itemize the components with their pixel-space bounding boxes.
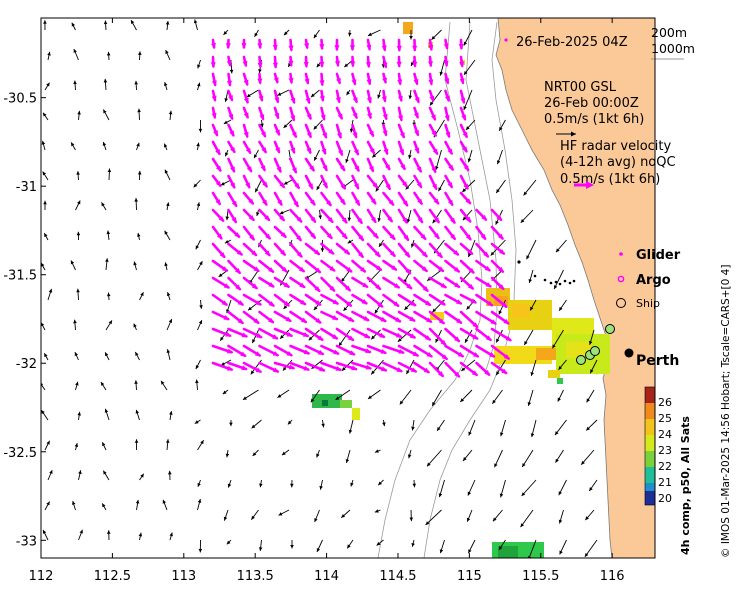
lon-tick-label: 114.5	[379, 569, 416, 584]
timestamp-dot	[504, 38, 507, 41]
lon-tick-label: 112.5	[94, 569, 131, 584]
colorbar-tick-label: 22	[658, 460, 672, 473]
sst-patch-south	[492, 542, 544, 558]
colorbar-segment	[645, 419, 655, 435]
colorbar-tick-label: 24	[658, 428, 672, 441]
isobath-200m-label: 200m	[651, 25, 687, 40]
colorbar-tick-label: 21	[658, 476, 672, 489]
lat-tick-label: -33	[16, 534, 37, 549]
lon-tick-label: 115	[457, 569, 482, 584]
colorbar-segment	[645, 387, 655, 403]
lat-tick-label: -31.5	[3, 269, 37, 284]
ship-marker	[577, 356, 586, 365]
colorbar-tick-label: 20	[658, 492, 672, 505]
ship-marker	[591, 347, 600, 356]
lon-tick-label: 114	[314, 569, 339, 584]
lat-tick-label: -31	[16, 180, 37, 195]
perth-city-marker	[625, 349, 634, 358]
colorbar-segment	[645, 403, 655, 419]
colorbar-segment	[645, 491, 655, 505]
isobath-1000m-label: 1000m	[651, 41, 695, 56]
radar-legend-line2: (4-12h avg) noQC	[560, 155, 676, 170]
lon-tick-label: 115.5	[522, 569, 559, 584]
colorbar-tick-label: 26	[658, 396, 672, 409]
colorbar-tick-label: 25	[658, 412, 672, 425]
lon-tick-label: 113.5	[237, 569, 274, 584]
credit-text: © IMOS 01-Mar-2025 14:56 Hobart; Tscale=…	[720, 265, 732, 558]
model-legend-line2: 26-Feb 00:00Z	[544, 96, 639, 111]
colorbar-segment	[645, 451, 655, 467]
lat-tick-label: -32	[16, 357, 37, 372]
lat-tick-label: -30.5	[3, 92, 37, 107]
colorbar-segment	[645, 435, 655, 451]
ship-marker	[606, 325, 615, 334]
model-legend-line1: NRT00 GSL	[544, 80, 617, 95]
colorbar-segment	[645, 467, 655, 483]
argo-legend-label: Argo	[636, 273, 671, 288]
glider-legend-label: Glider	[636, 248, 681, 263]
lon-tick-label: 112	[29, 569, 54, 584]
model-legend-scale: 0.5m/s (1kt 6h)	[544, 112, 644, 127]
sst-colorbar: 26 25 24 23 22 21 20	[645, 387, 672, 505]
lat-tick-label: -32.5	[3, 446, 37, 461]
timestamp-label: 26-Feb-2025 04Z	[516, 35, 628, 50]
colorbar-tick-label: 23	[658, 444, 672, 457]
ship-legend-label: Ship	[636, 297, 660, 310]
perth-city-label: Perth	[636, 353, 679, 369]
lon-tick-label: 116	[600, 569, 625, 584]
colorbar-caption: 4h comp, p50, All Sats	[679, 416, 692, 555]
lon-tick-label: 113	[171, 569, 196, 584]
glider-legend-dot	[619, 252, 623, 256]
colorbar-segment	[645, 483, 655, 491]
